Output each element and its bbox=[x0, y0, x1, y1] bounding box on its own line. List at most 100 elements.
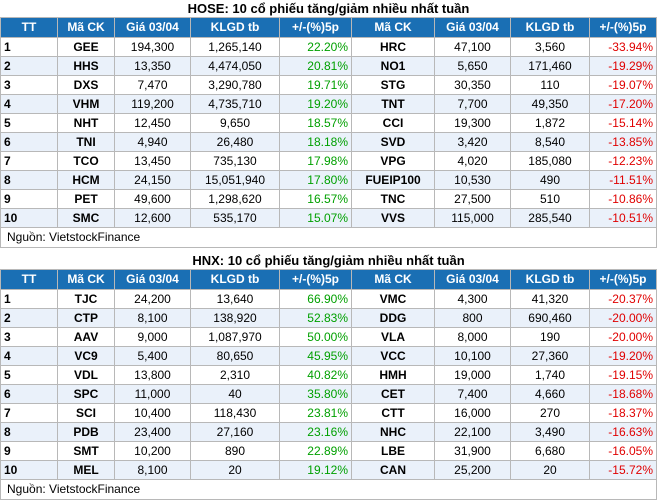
hose-header-row: TT Mã CK Giá 03/04 KLGD tb +/-(%)5p Mã CK Giá … bbox=[0, 17, 657, 38]
price-cell: 24,200 bbox=[114, 289, 191, 309]
price-cell: 194,300 bbox=[114, 37, 191, 57]
ticker-cell: PET bbox=[57, 189, 115, 209]
table-row: 3 DXS 7,470 3,290,780 19.71% STG 30,350 110 -19.… bbox=[0, 75, 657, 95]
avg-volume-cell: 15,051,940 bbox=[190, 170, 280, 190]
table-row: 8 PDB 23,400 27,160 23.16% NHC 22,100 3,490 -16.… bbox=[0, 422, 657, 442]
ticker-cell: SPC bbox=[57, 384, 115, 404]
avg-volume-cell: 4,660 bbox=[510, 384, 590, 404]
rank-cell: 2 bbox=[0, 308, 58, 328]
hose-section: HOSE: 10 cổ phiếu tăng/giảm nhiều nhất t… bbox=[0, 0, 657, 248]
ticker-cell: PDB bbox=[57, 422, 115, 442]
ticker-cell: VVS bbox=[351, 208, 435, 228]
price-cell: 10,530 bbox=[434, 170, 511, 190]
avg-volume-cell: 26,480 bbox=[190, 132, 280, 152]
rank-cell: 3 bbox=[0, 75, 58, 95]
change-pct-cell: -19.29% bbox=[589, 56, 657, 76]
avg-volume-cell: 1,740 bbox=[510, 365, 590, 385]
table-row: 10 MEL 8,100 20 19.12% CAN 25,200 20 -15.72% bbox=[0, 460, 657, 480]
avg-volume-cell: 20 bbox=[510, 460, 590, 480]
ticker-cell: NHC bbox=[351, 422, 435, 442]
ticker-cell: CCI bbox=[351, 113, 435, 133]
price-cell: 8,100 bbox=[114, 308, 191, 328]
avg-volume-cell: 138,920 bbox=[190, 308, 280, 328]
price-cell: 5,400 bbox=[114, 346, 191, 366]
column-header: Mã CK bbox=[351, 17, 435, 38]
price-cell: 10,200 bbox=[114, 441, 191, 461]
avg-volume-cell: 27,360 bbox=[510, 346, 590, 366]
avg-volume-cell: 690,460 bbox=[510, 308, 590, 328]
ticker-cell: CET bbox=[351, 384, 435, 404]
change-pct-cell: 19.20% bbox=[279, 94, 352, 114]
column-header: Giá 03/04 bbox=[434, 269, 511, 290]
table-row: 3 AAV 9,000 1,087,970 50.00% VLA 8,000 190 -20.0… bbox=[0, 327, 657, 347]
price-cell: 27,500 bbox=[434, 189, 511, 209]
price-cell: 47,100 bbox=[434, 37, 511, 57]
column-header: +/-(%)5p bbox=[279, 17, 352, 38]
table-row: 5 NHT 12,450 9,650 18.57% CCI 19,300 1,872 -15.1… bbox=[0, 113, 657, 133]
source-note: Nguồn: VietstockFinance bbox=[0, 479, 657, 500]
ticker-cell: LBE bbox=[351, 441, 435, 461]
change-pct-cell: -20.00% bbox=[589, 327, 657, 347]
ticker-cell: NHT bbox=[57, 113, 115, 133]
price-cell: 16,000 bbox=[434, 403, 511, 423]
price-cell: 24,150 bbox=[114, 170, 191, 190]
price-cell: 9,000 bbox=[114, 327, 191, 347]
hnx-section: HNX: 10 cổ phiếu tăng/giảm nhiều nhất tu… bbox=[0, 252, 657, 500]
column-header: +/-(%)5p bbox=[589, 269, 657, 290]
ticker-cell: VHM bbox=[57, 94, 115, 114]
ticker-cell: TJC bbox=[57, 289, 115, 309]
price-cell: 8,000 bbox=[434, 327, 511, 347]
rank-cell: 8 bbox=[0, 422, 58, 442]
price-cell: 7,400 bbox=[434, 384, 511, 404]
source-note: Nguồn: VietstockFinance bbox=[0, 227, 657, 248]
ticker-cell: HMH bbox=[351, 365, 435, 385]
change-pct-cell: 23.16% bbox=[279, 422, 352, 442]
change-pct-cell: 40.82% bbox=[279, 365, 352, 385]
avg-volume-cell: 4,735,710 bbox=[190, 94, 280, 114]
table-row: 2 CTP 8,100 138,920 52.83% DDG 800 690,460 -20.0… bbox=[0, 308, 657, 328]
price-cell: 4,940 bbox=[114, 132, 191, 152]
avg-volume-cell: 3,560 bbox=[510, 37, 590, 57]
price-cell: 4,300 bbox=[434, 289, 511, 309]
change-pct-cell: -15.14% bbox=[589, 113, 657, 133]
column-header: +/-(%)5p bbox=[589, 17, 657, 38]
change-pct-cell: -13.85% bbox=[589, 132, 657, 152]
ticker-cell: TCO bbox=[57, 151, 115, 171]
price-cell: 12,450 bbox=[114, 113, 191, 133]
rank-cell: 10 bbox=[0, 208, 58, 228]
avg-volume-cell: 285,540 bbox=[510, 208, 590, 228]
rank-cell: 4 bbox=[0, 346, 58, 366]
rank-cell: 5 bbox=[0, 365, 58, 385]
rank-cell: 10 bbox=[0, 460, 58, 480]
price-cell: 19,000 bbox=[434, 365, 511, 385]
table-row: 4 VHM 119,200 4,735,710 19.20% TNT 7,700 49,350… bbox=[0, 94, 657, 114]
avg-volume-cell: 110 bbox=[510, 75, 590, 95]
table-row: 5 VDL 13,800 2,310 40.82% HMH 19,000 1,740 -19.1… bbox=[0, 365, 657, 385]
hnx-header-row: TT Mã CK Giá 03/04 KLGD tb +/-(%)5p Mã CK Giá … bbox=[0, 269, 657, 290]
change-pct-cell: 18.57% bbox=[279, 113, 352, 133]
price-cell: 19,300 bbox=[434, 113, 511, 133]
change-pct-cell: 15.07% bbox=[279, 208, 352, 228]
column-header: KLGD tb bbox=[510, 269, 590, 290]
rank-cell: 2 bbox=[0, 56, 58, 76]
avg-volume-cell: 3,290,780 bbox=[190, 75, 280, 95]
change-pct-cell: 66.90% bbox=[279, 289, 352, 309]
change-pct-cell: 23.81% bbox=[279, 403, 352, 423]
ticker-cell: NO1 bbox=[351, 56, 435, 76]
avg-volume-cell: 80,650 bbox=[190, 346, 280, 366]
change-pct-cell: -19.20% bbox=[589, 346, 657, 366]
table-row: 9 SMT 10,200 890 22.89% LBE 31,900 6,680 -16.05% bbox=[0, 441, 657, 461]
change-pct-cell: -16.05% bbox=[589, 441, 657, 461]
hnx-title: HNX: 10 cổ phiếu tăng/giảm nhiều nhất tu… bbox=[192, 253, 465, 268]
avg-volume-cell: 9,650 bbox=[190, 113, 280, 133]
ticker-cell: FUEIP100 bbox=[351, 170, 435, 190]
change-pct-cell: -10.51% bbox=[589, 208, 657, 228]
ticker-cell: VPG bbox=[351, 151, 435, 171]
ticker-cell: TNT bbox=[351, 94, 435, 114]
ticker-cell: SCI bbox=[57, 403, 115, 423]
rank-cell: 9 bbox=[0, 441, 58, 461]
ticker-cell: TNI bbox=[57, 132, 115, 152]
price-cell: 11,000 bbox=[114, 384, 191, 404]
price-cell: 115,000 bbox=[434, 208, 511, 228]
avg-volume-cell: 49,350 bbox=[510, 94, 590, 114]
